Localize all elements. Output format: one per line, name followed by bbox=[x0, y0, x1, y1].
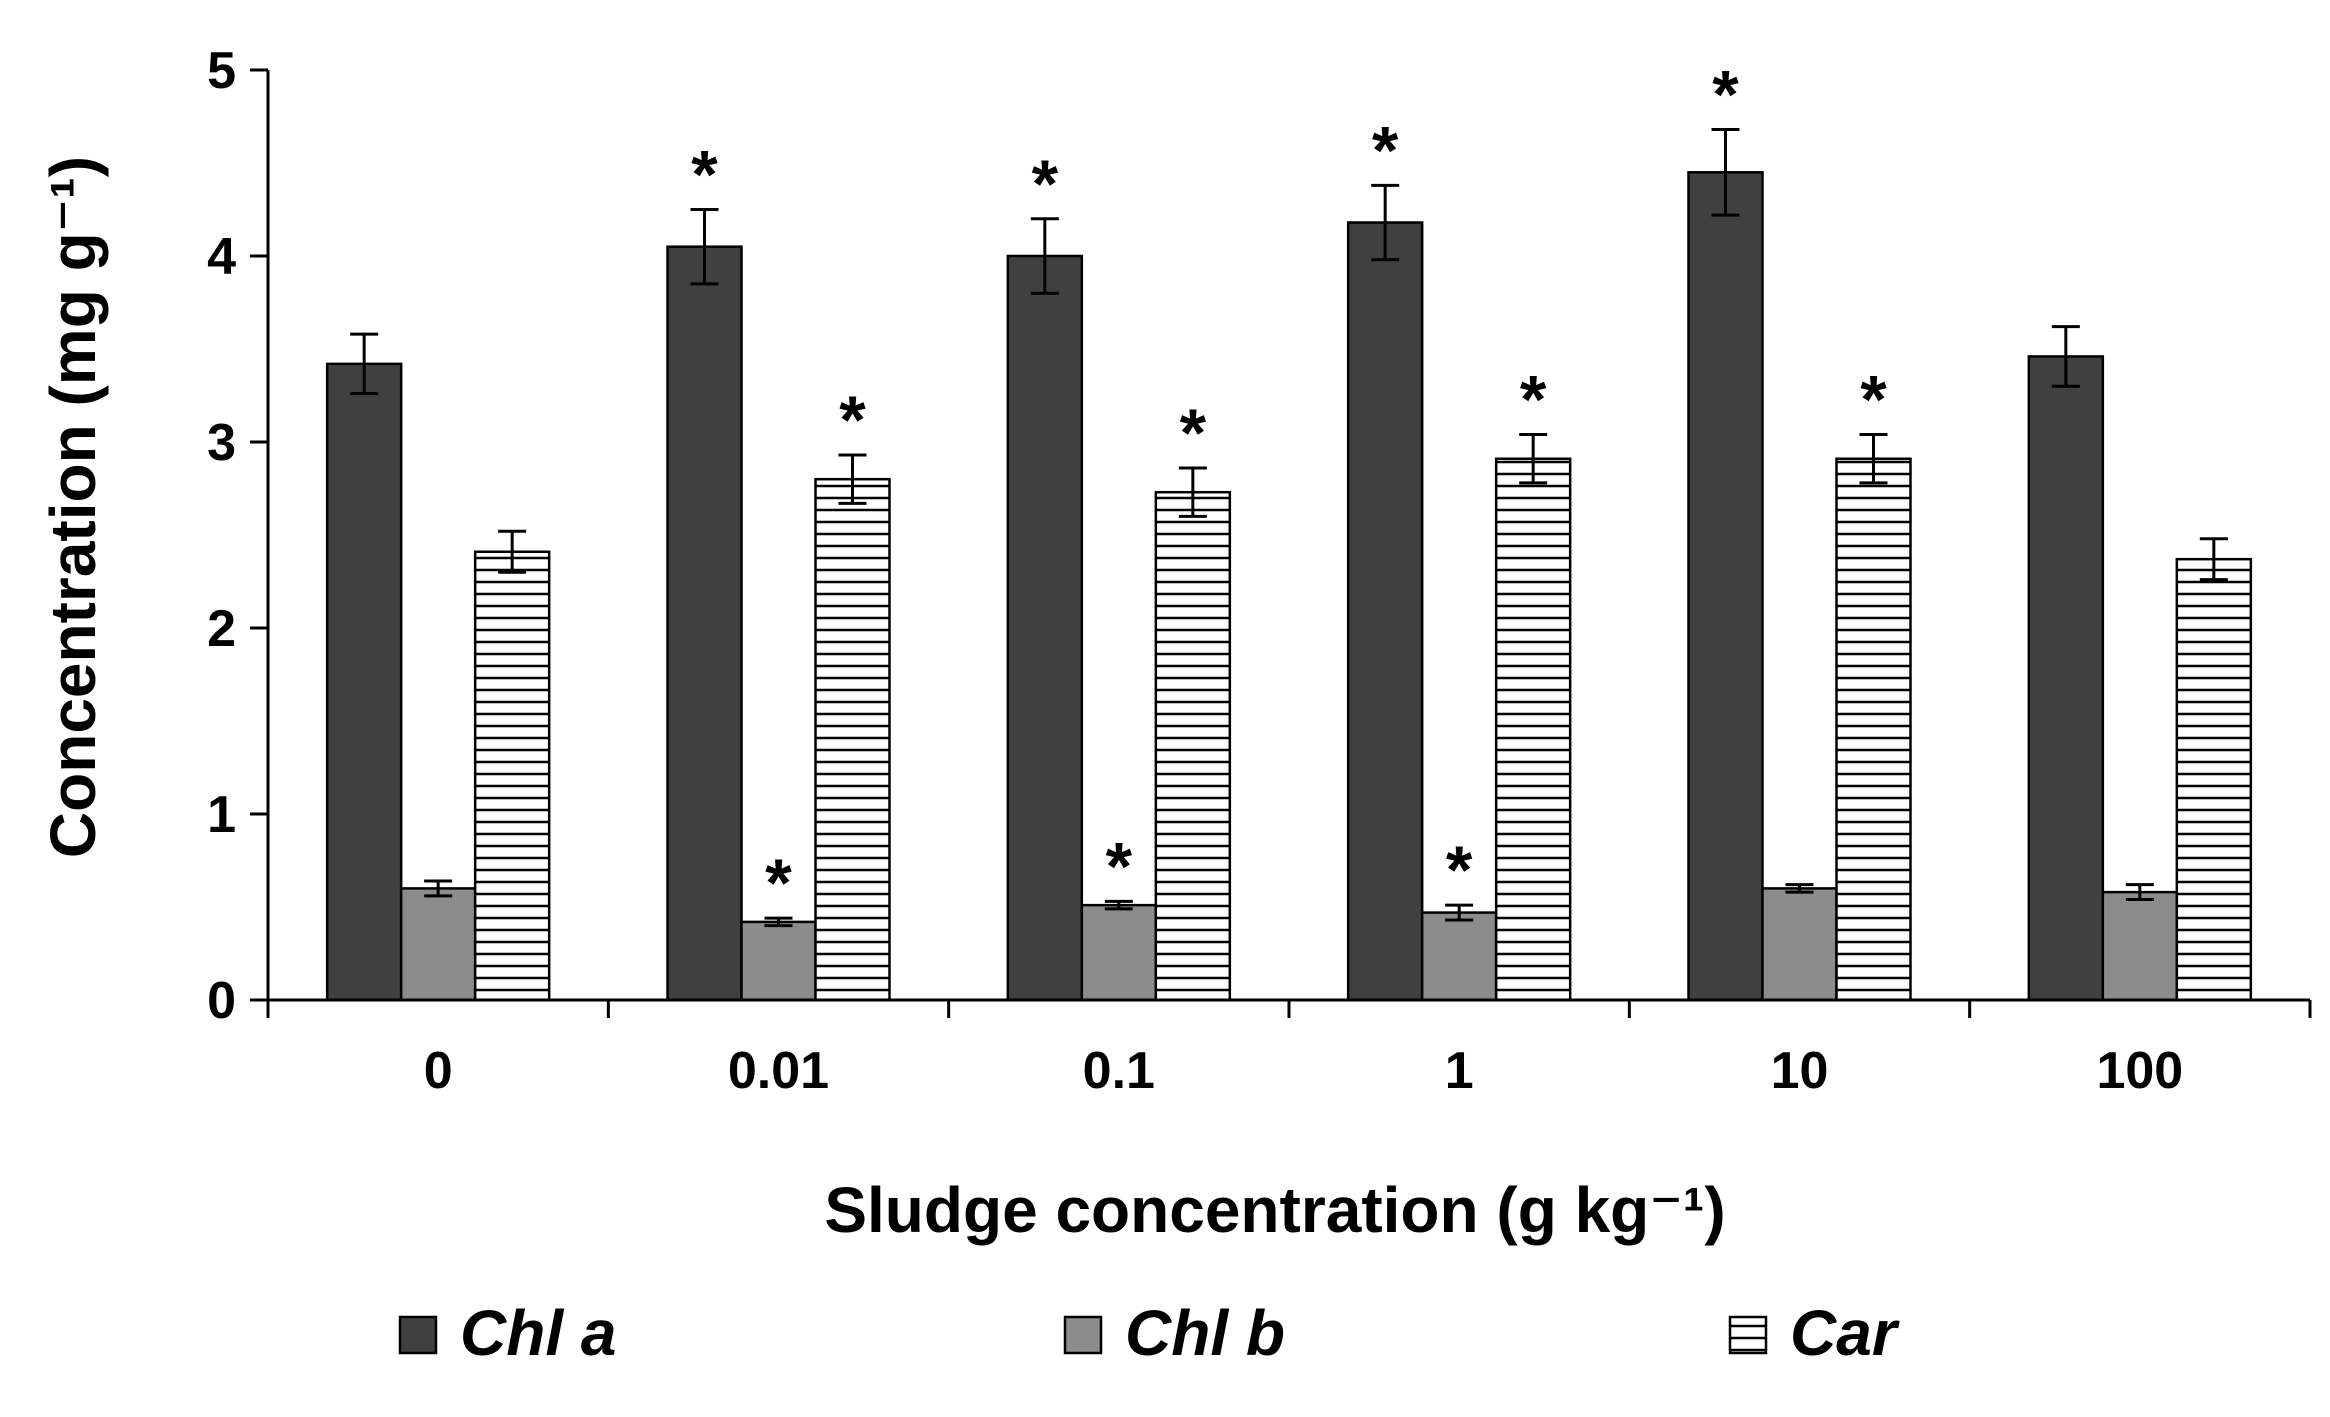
bar bbox=[1420, 911, 1498, 1002]
bar bbox=[1835, 457, 1912, 1002]
y-tick-label: 3 bbox=[207, 414, 236, 472]
x-axis-title: Sludge concentration (g kg⁻¹) bbox=[824, 1174, 1725, 1246]
bar bbox=[1080, 903, 1158, 1002]
y-tick-label: 5 bbox=[207, 42, 236, 100]
bar bbox=[1154, 490, 1232, 1002]
legend-label: Chl b bbox=[1125, 1297, 1285, 1369]
bar bbox=[325, 362, 403, 1002]
x-tick-label: 0.01 bbox=[728, 1042, 829, 1100]
bar bbox=[740, 920, 817, 1002]
significance-marker: * bbox=[1372, 112, 1399, 188]
significance-marker: * bbox=[1520, 362, 1547, 438]
legend: Chl a Chl b Car bbox=[398, 1297, 1900, 1369]
legend-swatch bbox=[1728, 1315, 1768, 1355]
significance-marker: * bbox=[1032, 146, 1059, 222]
bar bbox=[1494, 457, 1572, 1002]
x-tick-label: 1 bbox=[1445, 1042, 1474, 1100]
bar bbox=[2027, 355, 2105, 1002]
significance-marker: * bbox=[839, 382, 866, 458]
bar bbox=[814, 477, 891, 1002]
y-tick-label: 4 bbox=[207, 228, 236, 286]
significance-marker: * bbox=[1712, 57, 1739, 133]
significance-marker: * bbox=[765, 845, 792, 921]
bar bbox=[399, 887, 477, 1002]
significance-marker: * bbox=[1860, 362, 1887, 438]
legend-label: Car bbox=[1790, 1297, 1900, 1369]
x-tick-label: 100 bbox=[2096, 1042, 2183, 1100]
bar bbox=[666, 245, 743, 1002]
significance-marker: * bbox=[1180, 395, 1207, 471]
y-tick-label: 2 bbox=[207, 600, 236, 658]
x-tick-label: 10 bbox=[1771, 1042, 1829, 1100]
bar bbox=[1006, 254, 1084, 1002]
significance-marker: * bbox=[1446, 832, 1473, 908]
legend-label: Chl a bbox=[460, 1297, 616, 1369]
y-tick-label: 1 bbox=[207, 786, 236, 844]
significance-marker: * bbox=[1106, 828, 1133, 904]
legend-swatch bbox=[1063, 1315, 1103, 1355]
y-axis-title: Concentration (mg g⁻¹) bbox=[37, 156, 109, 858]
x-tick-label: 0 bbox=[424, 1042, 453, 1100]
bar bbox=[2175, 557, 2253, 1002]
bar bbox=[2101, 890, 2179, 1002]
bar bbox=[1346, 221, 1424, 1002]
x-tick-label: 0.1 bbox=[1083, 1042, 1155, 1100]
bar bbox=[473, 550, 551, 1002]
bar bbox=[1761, 887, 1838, 1002]
significance-marker: * bbox=[691, 137, 718, 213]
legend-swatch bbox=[398, 1315, 438, 1355]
bar bbox=[1687, 171, 1764, 1002]
y-tick-label: 0 bbox=[207, 972, 236, 1030]
